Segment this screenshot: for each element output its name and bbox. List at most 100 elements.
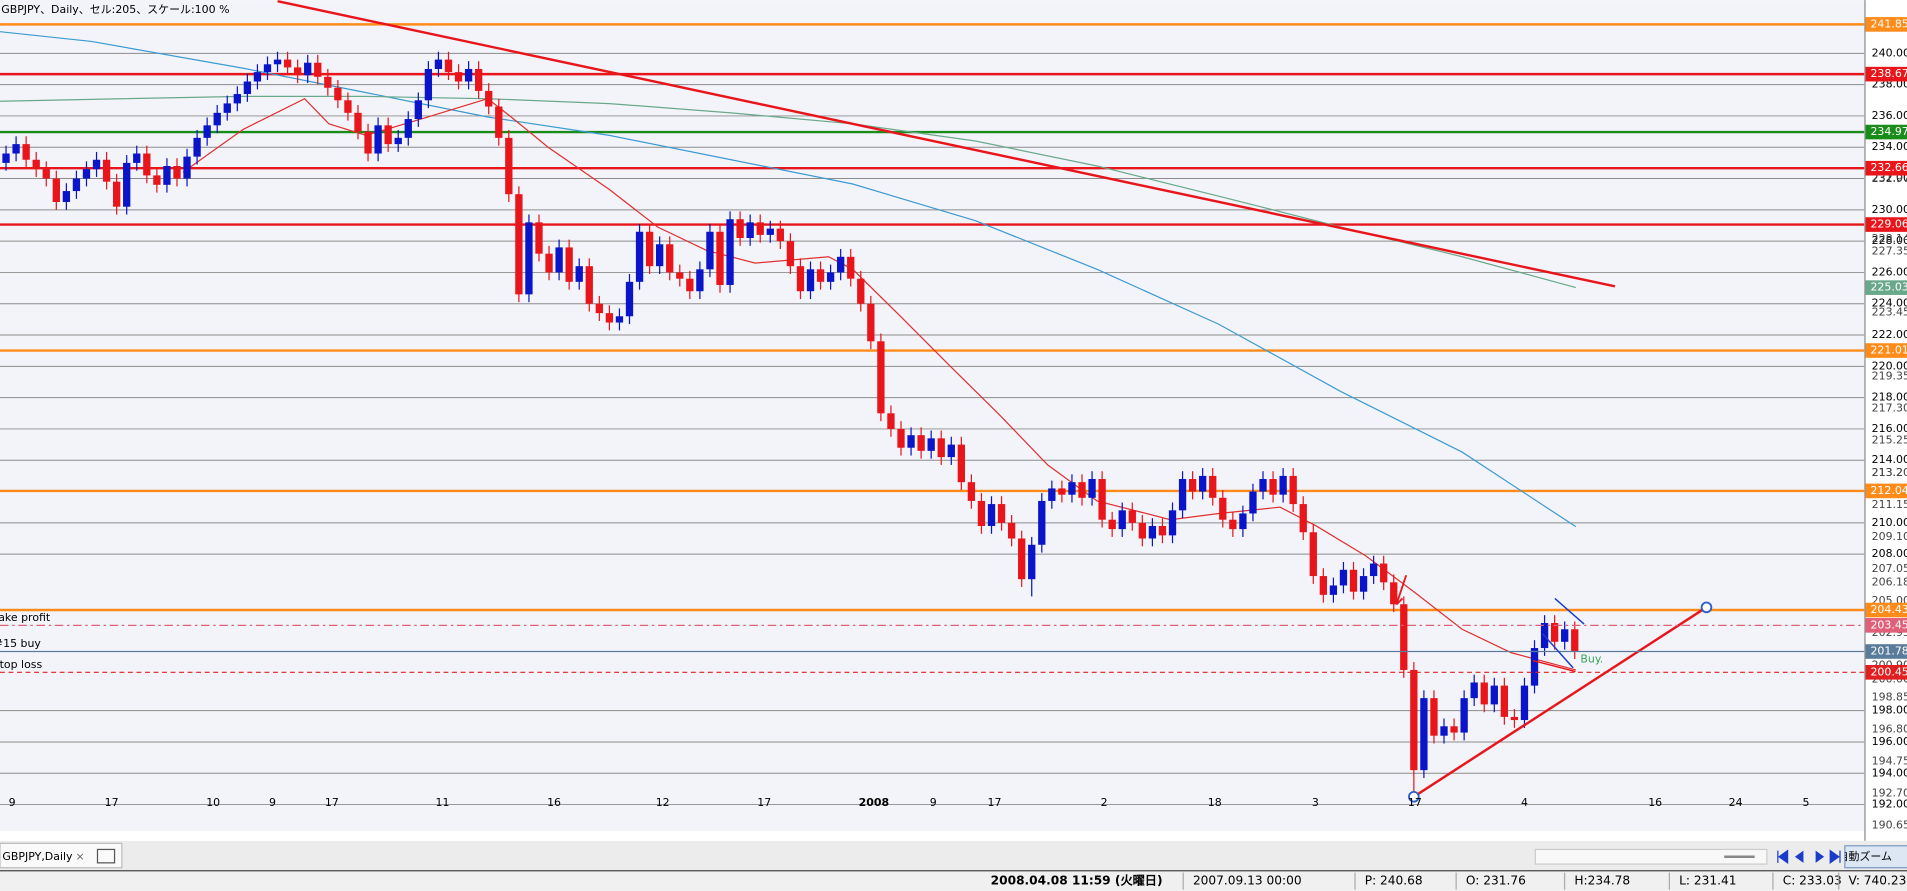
- y-tick-label: 218.00: [1872, 391, 1907, 404]
- candle-body: [565, 247, 573, 282]
- scrollbar[interactable]: [1534, 848, 1768, 865]
- order-label: 200.45: [1870, 665, 1907, 678]
- y-tick-label: 194.75: [1872, 755, 1907, 768]
- x-tick-label: 12: [656, 796, 670, 809]
- y-tick-label: 234.00: [1872, 140, 1907, 153]
- scroll-next[interactable]: [1815, 850, 1825, 863]
- candle-body: [867, 303, 875, 342]
- candle-body: [967, 482, 976, 501]
- level-label: 221.01: [1870, 344, 1907, 357]
- level-label: 229.06: [1870, 218, 1907, 231]
- tab-close[interactable]: ×: [76, 850, 85, 863]
- candle-body: [857, 278, 865, 304]
- candle-body: [786, 241, 795, 267]
- tab-label[interactable]: GBPJPY,Daily: [2, 850, 73, 863]
- candle-body: [1048, 488, 1056, 501]
- candle-body: [62, 191, 71, 203]
- candle-body: [977, 500, 986, 526]
- candle-body: [454, 72, 463, 82]
- candle-body: [1259, 479, 1267, 492]
- scroll-last[interactable]: [1829, 849, 1841, 865]
- candle-body: [635, 231, 644, 282]
- candle-body: [997, 504, 1006, 523]
- candle-body: [897, 428, 905, 448]
- chart-tab[interactable]: [0, 842, 123, 869]
- candle-body: [404, 119, 412, 138]
- candle-body: [112, 181, 121, 207]
- candle-body: [1299, 504, 1307, 533]
- candle-body: [1289, 475, 1297, 505]
- y-tick-label: 223.45: [1872, 305, 1907, 318]
- y-tick-label: 230.00: [1872, 203, 1907, 216]
- candle-body: [253, 72, 262, 82]
- candle-body: [877, 341, 885, 414]
- trend-anchor: [1408, 790, 1420, 803]
- y-tick-label: 228.14: [1872, 232, 1907, 245]
- candle-body: [92, 159, 101, 170]
- zoom-label[interactable]: 自動ズーム: [1838, 849, 1892, 863]
- candle-body: [22, 144, 30, 160]
- y-tick-label: 240.00: [1872, 46, 1907, 59]
- trend-line: [1413, 606, 1708, 798]
- candle-body: [625, 281, 634, 317]
- order-name: #15 buy: [0, 637, 41, 650]
- candle-body: [374, 125, 382, 154]
- candle-body: [82, 169, 91, 179]
- candle-body: [1329, 585, 1338, 595]
- candle-body: [1158, 525, 1167, 536]
- candle-body: [1178, 479, 1187, 511]
- candle-body: [696, 269, 704, 292]
- moving-average: [0, 31, 1577, 528]
- y-tick-label: 226.00: [1872, 265, 1907, 278]
- candle-body: [656, 244, 664, 267]
- candle-body: [1530, 648, 1539, 686]
- candle-body: [927, 438, 935, 451]
- candle-body: [766, 228, 774, 235]
- candle-body: [1199, 475, 1207, 492]
- pattern-line: [1542, 633, 1574, 669]
- candle-body: [917, 435, 925, 451]
- candle-body: [1460, 698, 1468, 733]
- buy-annotation: Buy.: [1580, 652, 1603, 665]
- status-bar: [0, 870, 1907, 891]
- candle-body: [324, 76, 332, 88]
- candle-body: [2, 153, 10, 163]
- candle-body: [736, 219, 744, 239]
- x-tick-label: 4: [1521, 796, 1528, 809]
- status-field: H:234.78: [1574, 874, 1630, 888]
- candle-body: [102, 159, 111, 182]
- candle-body: [1209, 475, 1217, 498]
- level-label: 241.85: [1870, 17, 1907, 30]
- candle-body: [1339, 569, 1348, 586]
- zoom-button[interactable]: [1844, 845, 1907, 869]
- y-tick-label: 206.18: [1872, 576, 1907, 589]
- candle-body: [133, 153, 141, 163]
- scroll-first[interactable]: [1777, 849, 1789, 865]
- candle-body: [545, 253, 553, 273]
- candle-body: [947, 444, 955, 458]
- candle-body: [1128, 510, 1136, 523]
- candle-body: [1390, 582, 1398, 605]
- candle-body: [1359, 576, 1368, 592]
- candle-body: [414, 100, 422, 120]
- candle-body: [364, 131, 372, 154]
- candle-body: [263, 64, 272, 73]
- candle-body: [1420, 698, 1428, 771]
- x-tick-label: 17: [105, 796, 119, 809]
- scroll-prev[interactable]: [1794, 850, 1804, 863]
- candle-body: [816, 269, 825, 282]
- level-tag: [1865, 17, 1907, 32]
- tab-icon[interactable]: [96, 848, 116, 864]
- candle-body: [1249, 491, 1257, 514]
- candle-body: [243, 81, 252, 95]
- status-field: 2007.09.13 00:00: [1193, 874, 1302, 888]
- x-tick-label: 17: [988, 796, 1002, 809]
- status-fields: 2008.04.08 11:59 (火曜日) 2007.09.13 00:00 P:…: [991, 872, 1907, 890]
- candle-body: [1038, 500, 1046, 545]
- order-label: 201.78: [1870, 644, 1907, 657]
- x-tick-label: 2008: [859, 796, 890, 809]
- y-tick-label: 192.70: [1872, 787, 1907, 800]
- x-tick-label: 17: [757, 796, 771, 809]
- order-tag: [1865, 644, 1907, 659]
